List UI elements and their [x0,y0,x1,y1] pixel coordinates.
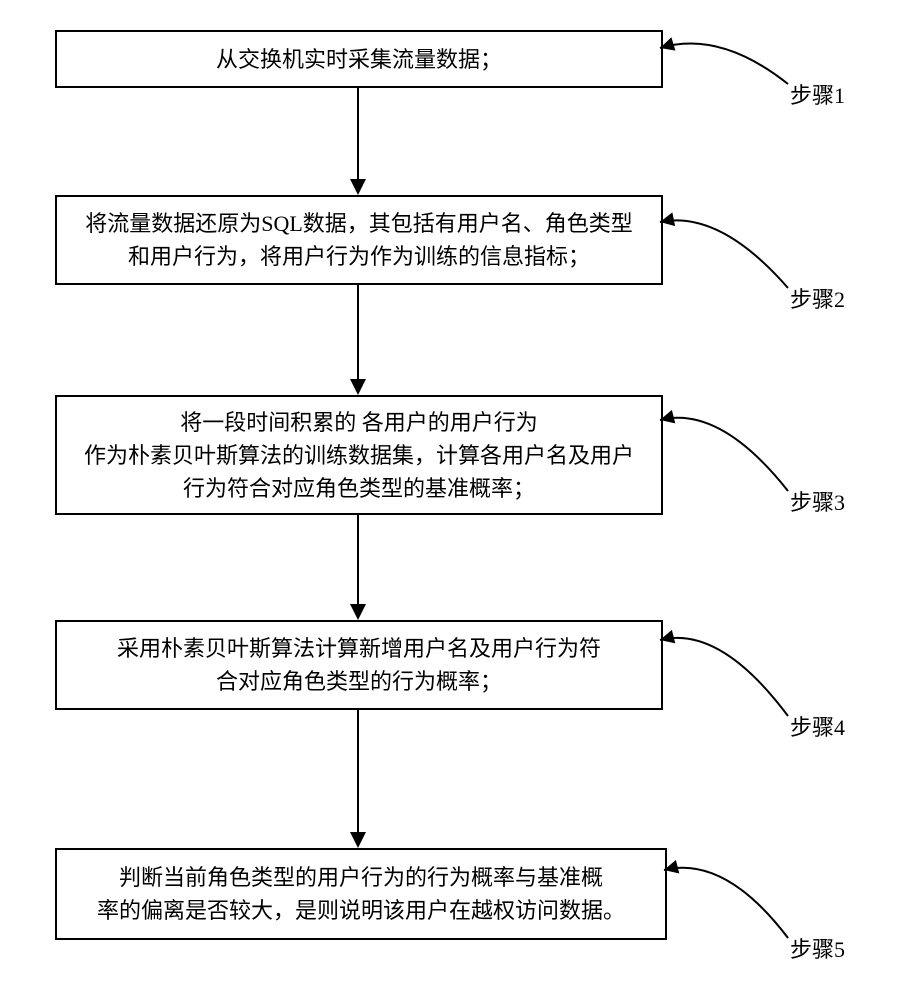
flow-box-text-2: 将流量数据还原为SQL数据，其包括有用户名、角色类型和用户行为，将用户行为作为训… [77,203,641,277]
arrow-line [357,285,359,379]
flow-box-2: 将流量数据还原为SQL数据，其包括有用户名、角色类型和用户行为，将用户行为作为训… [55,195,663,285]
step-label-4: 步骤4 [790,710,845,742]
arrow-line [357,515,359,604]
flow-box-4: 采用朴素贝叶斯算法计算新增用户名及用户行为符合对应角色类型的行为概率； [55,620,663,710]
step-label-3: 步骤3 [790,485,845,517]
step-label-1: 步骤1 [790,78,845,110]
flow-box-text-5: 判断当前角色类型的用户行为的行为概率与基准概率的偏离是否较大，是则说明该用户在越… [89,857,633,931]
flow-box-1: 从交换机实时采集流量数据； [55,30,663,88]
flow-box-5: 判断当前角色类型的用户行为的行为概率与基准概率的偏离是否较大，是则说明该用户在越… [55,848,667,940]
arrow-line [357,710,359,832]
step-label-5: 步骤5 [790,932,845,964]
arrow-head-icon [350,832,366,848]
step-label-2: 步骤2 [790,282,845,314]
flow-box-text-1: 从交换机实时采集流量数据； [208,39,510,80]
flow-box-text-4: 采用朴素贝叶斯算法计算新增用户名及用户行为符合对应角色类型的行为概率； [109,628,609,702]
arrow-head-icon [350,604,366,620]
arrow-head-icon [350,379,366,395]
arrow-line [357,88,359,179]
flow-box-3: 将一段时间积累的 各用户的用户行为作为朴素贝叶斯算法的训练数据集，计算各用户名及… [55,395,663,515]
arrow-head-icon [350,179,366,195]
flow-box-text-3: 将一段时间积累的 各用户的用户行为作为朴素贝叶斯算法的训练数据集，计算各用户名及… [76,402,642,509]
